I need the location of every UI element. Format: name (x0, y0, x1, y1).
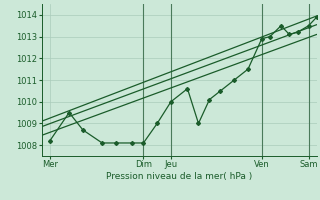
X-axis label: Pression niveau de la mer( hPa ): Pression niveau de la mer( hPa ) (106, 172, 252, 181)
